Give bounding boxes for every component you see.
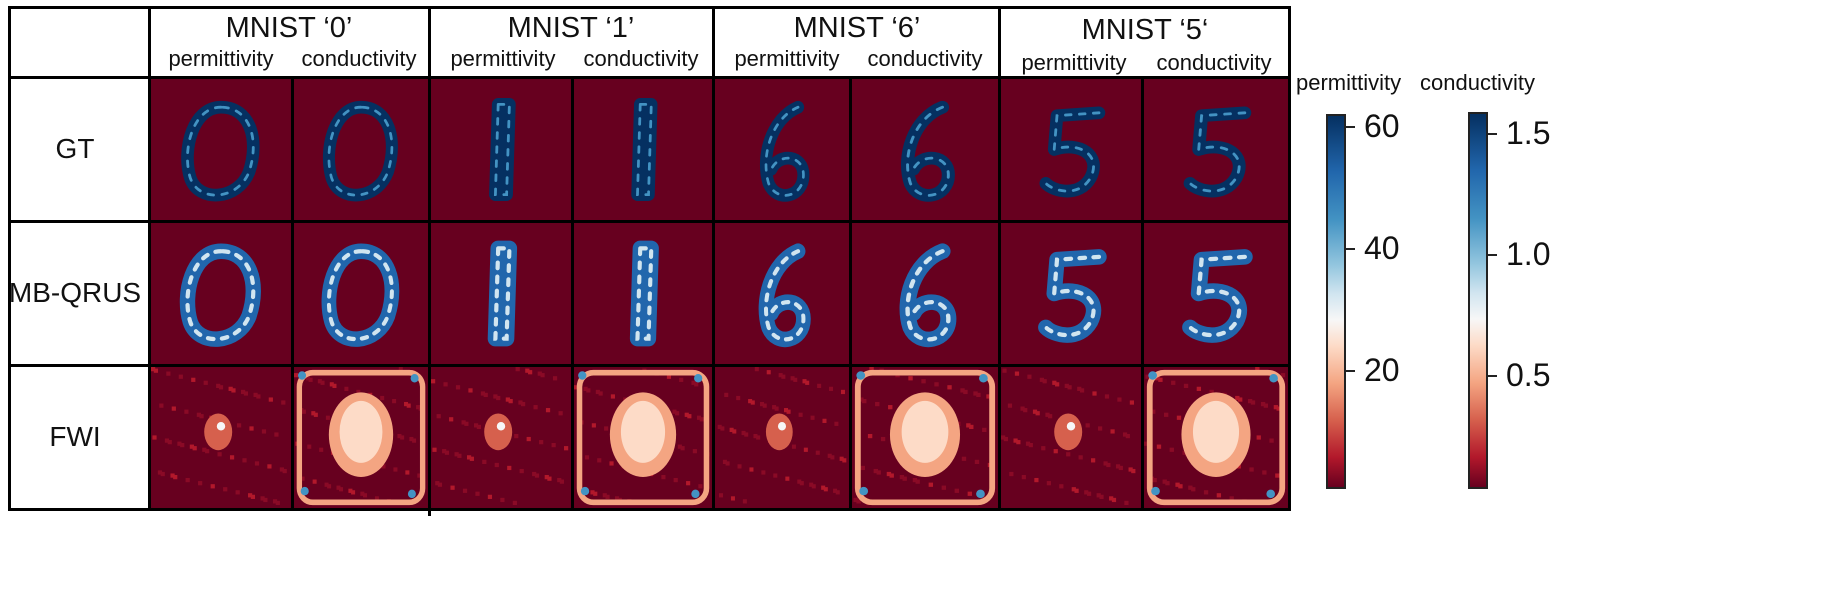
column-sub-conductivity: conductivity (867, 46, 983, 71)
row-label-fwi: FWI (49, 421, 101, 452)
row-label-gt: GT (55, 133, 95, 164)
reconstruction-panel (715, 367, 849, 508)
reconstruction-panel (151, 79, 291, 220)
column-title-mnist-6: MNIST ‘6’ (793, 12, 921, 44)
colorbar-tick-label: 20 (1364, 352, 1400, 388)
column-title-mnist-5: MNIST ‘5‘ (1081, 14, 1209, 46)
colorbar-tick (1488, 254, 1497, 256)
reconstruction-panel (151, 223, 291, 364)
reconstruction-panel (852, 223, 998, 364)
colorbar-conductivity (1468, 112, 1488, 489)
column-sub-permittivity: permittivity (168, 46, 274, 71)
reconstruction-panel (431, 367, 571, 508)
column-sub-permittivity: permittivity (450, 46, 556, 71)
column-sub-permittivity: permittivity (1021, 50, 1127, 75)
reconstruction-panel (574, 223, 712, 364)
grid-line (8, 6, 11, 511)
colorbar-tick (1488, 133, 1497, 135)
reconstruction-panel (1001, 79, 1141, 220)
colorbar-tick (1346, 126, 1355, 128)
grid-line (571, 78, 574, 510)
colorbar-tick (1488, 375, 1497, 377)
grid-line (148, 6, 151, 511)
colorbar-title-conductivity: conductivity (1420, 70, 1535, 95)
reconstruction-panel (852, 79, 998, 220)
grid-line (712, 6, 715, 511)
grid-line (8, 6, 1291, 9)
grid-line (8, 508, 1291, 511)
colorbar-tick (1346, 248, 1355, 250)
reconstruction-panel (852, 367, 998, 508)
colorbar-tick (1346, 370, 1355, 372)
reconstruction-panel (1144, 79, 1288, 220)
grid-line (849, 78, 852, 510)
reconstruction-panel (294, 223, 428, 364)
grid-line (8, 364, 1291, 367)
row-label-mb-qrus: MB-QRUS (8, 277, 142, 308)
column-title-mnist-0: MNIST ‘0’ (225, 12, 353, 44)
reconstruction-panel (431, 223, 571, 364)
reconstruction-panel (574, 79, 712, 220)
grid-line (998, 6, 1001, 511)
colorbar-tick-label: 60 (1364, 108, 1400, 144)
reconstruction-panel (1001, 223, 1141, 364)
grid-line (1288, 6, 1291, 511)
reconstruction-panel (574, 367, 712, 508)
colorbar-title-permittivity: permittivity (1296, 70, 1402, 95)
reconstruction-panel (1144, 367, 1288, 508)
colorbar-tick-label: 0.5 (1506, 357, 1551, 393)
colorbar-tick-label: 1.5 (1506, 115, 1551, 151)
reconstruction-panel (294, 367, 428, 508)
reconstruction-panel (431, 79, 571, 220)
grid-line (8, 76, 1291, 79)
reconstruction-panel (715, 79, 849, 220)
grid-line (1141, 78, 1144, 510)
column-sub-conductivity: conductivity (1156, 50, 1272, 75)
column-sub-conductivity: conductivity (301, 46, 417, 71)
colorbar-tick-label: 1.0 (1506, 236, 1551, 272)
column-sub-permittivity: permittivity (734, 46, 840, 71)
reconstruction-panel (1144, 223, 1288, 364)
grid-line (428, 6, 431, 516)
reconstruction-panel (294, 79, 428, 220)
column-title-mnist-1: MNIST ‘1’ (507, 12, 635, 44)
column-sub-conductivity: conductivity (583, 46, 699, 71)
reconstruction-panel (151, 367, 291, 508)
colorbar-permittivity (1326, 114, 1346, 489)
reconstruction-panel (715, 223, 849, 364)
colorbar-tick-label: 40 (1364, 230, 1400, 266)
grid-line (291, 78, 294, 510)
grid-line (8, 220, 1291, 223)
reconstruction-panel (1001, 367, 1141, 508)
